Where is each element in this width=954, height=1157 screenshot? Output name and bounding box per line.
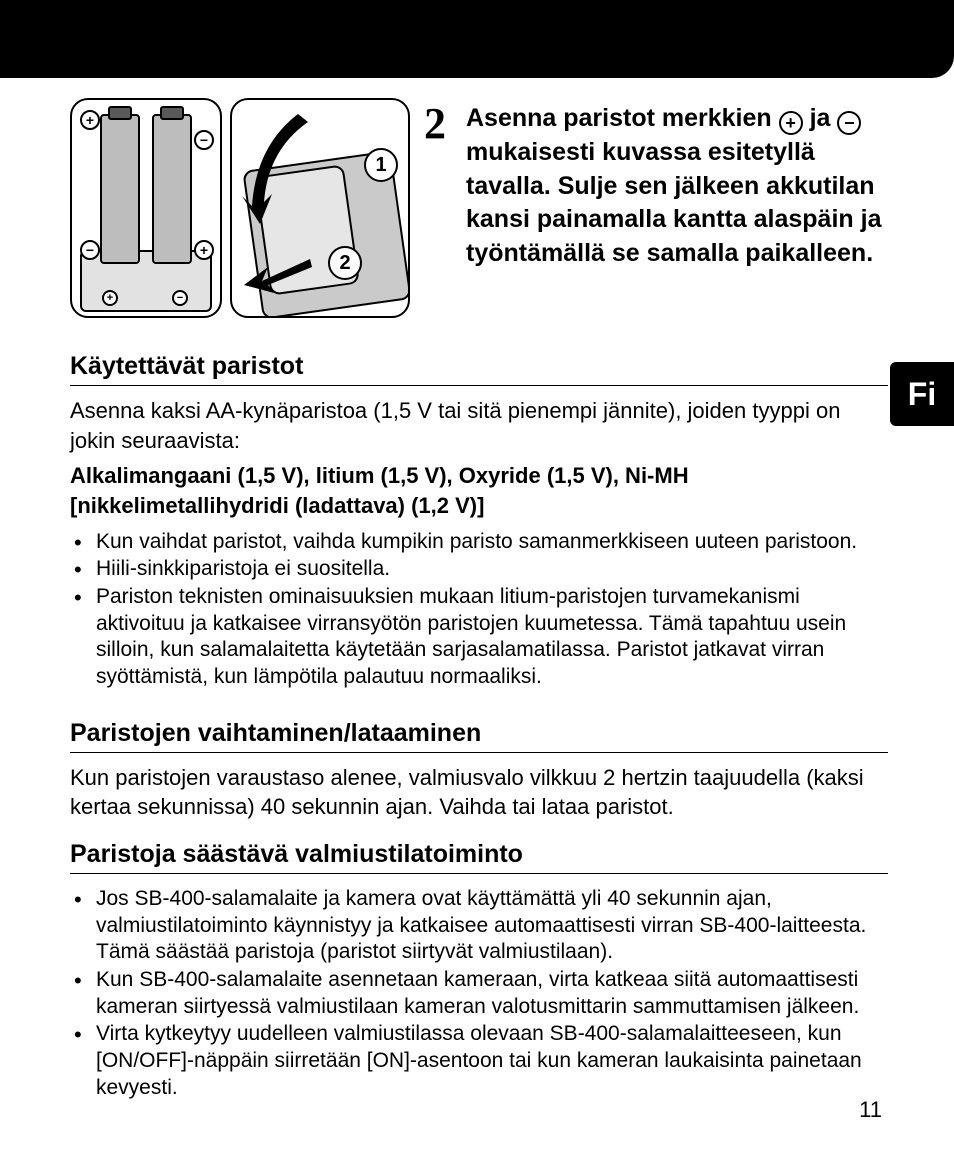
step-text-part3: mukaisesti kuvassa esitetyllä tavalla. S… (466, 138, 881, 267)
top-black-band (0, 0, 954, 78)
battery-insert-diagram: + − − + + − (70, 98, 222, 318)
heading-usable-batteries: Käytettävät paristot (70, 352, 888, 386)
list-item: Kun SB-400-salamalaite asennetaan kamera… (70, 967, 888, 1020)
arrow-down-icon (238, 106, 348, 226)
list-item: Kun vaihdat paristot, vaihda kumpikin pa… (70, 529, 888, 556)
step-number: 2 (424, 98, 452, 146)
battery-notes-list: Kun vaihdat paristot, vaihda kumpikin pa… (70, 529, 888, 691)
intro-usable-batteries: Asenna kaksi AA-kynäparistoa (1,5 V tai … (70, 396, 888, 455)
heading-standby: Paristoja säästävä valmiustilatoiminto (70, 840, 888, 874)
arrow-slide-icon (242, 255, 312, 295)
battery-types: Alkalimangaani (1,5 V), litium (1,5 V), … (70, 461, 888, 520)
heading-replace-charge: Paristojen vaihtaminen/lataaminen (70, 719, 888, 753)
step-text-part2: ja (803, 104, 838, 132)
compartment-plus: + (102, 290, 118, 306)
language-tab: Fi (890, 362, 954, 426)
plus-icon: + (779, 111, 803, 135)
step-2-row: + − − + + − 1 2 (70, 98, 888, 318)
standby-notes-list: Jos SB-400-salamalaite ja kamera ovat kä… (70, 886, 888, 1101)
list-item: Jos SB-400-salamalaite ja kamera ovat kä… (70, 886, 888, 966)
page-content: + − − + + − 1 2 (0, 78, 954, 1101)
plus-mark: + (80, 110, 100, 130)
minus-icon: − (837, 111, 861, 135)
body-replace-charge: Kun paristojen varaustaso alenee, valmiu… (70, 763, 888, 822)
step-instruction-text: Asenna paristot merkkien + ja − mukaises… (466, 98, 888, 271)
instruction-diagrams: + − − + + − 1 2 (70, 98, 410, 318)
plus-mark-2: + (194, 240, 214, 260)
list-item: Virta kytkeytyy uudelleen valmiustilassa… (70, 1021, 888, 1101)
minus-mark: − (194, 130, 214, 150)
step-circle-2: 2 (328, 246, 362, 280)
compartment-minus: − (172, 290, 188, 306)
step-text-part1: Asenna paristot merkkien (466, 104, 779, 132)
close-lid-diagram: 1 2 (230, 98, 410, 318)
list-item: Hiili-sinkkiparistoja ei suositella. (70, 556, 888, 583)
list-item: Pariston teknisten ominaisuuksien mukaan… (70, 584, 888, 691)
step-circle-1: 1 (364, 148, 398, 182)
minus-mark-2: − (80, 240, 100, 260)
page-number: 11 (859, 1097, 882, 1123)
